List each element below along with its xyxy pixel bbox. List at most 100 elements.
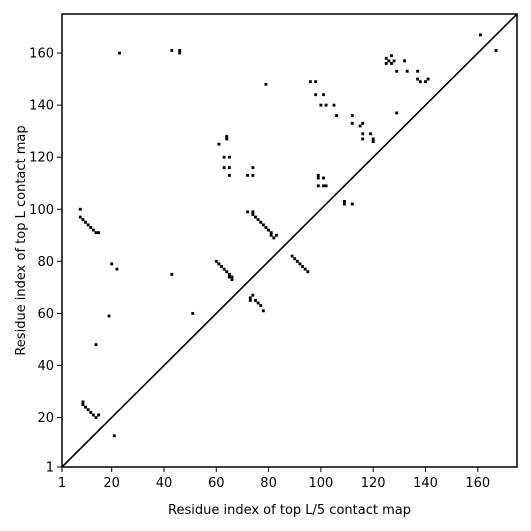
contact-point xyxy=(259,304,263,308)
contact-point xyxy=(384,56,388,60)
contact-point xyxy=(78,207,82,211)
contact-point xyxy=(267,228,271,232)
contact-point xyxy=(86,223,90,227)
diagonal-line xyxy=(61,13,518,468)
contact-point xyxy=(303,267,307,271)
contact-point xyxy=(107,314,111,318)
plot-frame xyxy=(61,13,518,468)
contact-point xyxy=(259,220,263,224)
contact-point xyxy=(332,103,336,107)
contact-point xyxy=(230,278,234,281)
contact-point xyxy=(261,309,265,313)
contact-point xyxy=(89,410,93,414)
contact-point xyxy=(358,124,362,128)
contact-point xyxy=(84,405,87,409)
contact-point xyxy=(110,262,114,266)
contact-point xyxy=(295,259,299,263)
contact-point xyxy=(214,259,218,263)
y-tick-label: 80 xyxy=(37,255,54,270)
contact-point xyxy=(390,54,393,58)
contact-point xyxy=(97,413,101,417)
contact-point xyxy=(91,228,95,232)
contact-point xyxy=(426,77,430,81)
x-axis-label: Residue index of top L/5 contact map xyxy=(168,503,411,518)
x-tick-label: 20 xyxy=(103,476,120,491)
contact-point xyxy=(418,80,422,84)
contact-point xyxy=(97,231,101,235)
contact-point xyxy=(416,69,420,73)
contact-point xyxy=(89,226,93,229)
contact-point xyxy=(403,59,406,63)
contact-point xyxy=(251,173,255,177)
y-axis-label: Residue index of top L contact map xyxy=(14,125,29,355)
contact-point xyxy=(178,49,182,52)
contact-point xyxy=(308,80,312,84)
contact-point xyxy=(246,173,250,177)
contact-point xyxy=(274,233,278,237)
contact-point xyxy=(254,298,257,302)
contact-point xyxy=(316,173,320,177)
contact-point xyxy=(306,270,310,274)
contact-point xyxy=(478,33,482,37)
contact-point xyxy=(384,62,388,65)
diagonal-layer xyxy=(61,13,518,468)
y-tick-label: 160 xyxy=(29,47,54,62)
contact-point xyxy=(424,80,427,84)
x-axis-ticks: 1 20 40 60 80 100 120 140 160 xyxy=(58,467,490,491)
contact-point xyxy=(387,59,391,63)
contact-point xyxy=(350,202,354,206)
contact-point xyxy=(342,200,346,203)
x-tick-label: 100 xyxy=(308,476,333,491)
contact-point xyxy=(94,343,98,347)
contact-point xyxy=(248,298,252,302)
contact-point xyxy=(86,408,90,412)
contact-point xyxy=(350,121,354,125)
contact-point xyxy=(369,132,373,136)
contact-point xyxy=(248,296,252,300)
contact-point xyxy=(361,137,365,141)
contact-point xyxy=(94,416,98,419)
contact-point xyxy=(251,166,255,170)
contact-point xyxy=(225,134,229,138)
y-tick-label: 120 xyxy=(29,151,54,166)
contact-point xyxy=(84,220,87,224)
contact-point xyxy=(225,270,229,274)
contact-point xyxy=(316,184,320,188)
contact-point xyxy=(227,155,231,159)
contact-point xyxy=(81,403,85,406)
contact-point xyxy=(405,69,409,73)
contact-point xyxy=(361,132,365,136)
y-tick-label: 100 xyxy=(29,203,54,218)
contact-point xyxy=(112,434,116,438)
contact-point xyxy=(230,275,234,279)
contact-point xyxy=(371,137,375,141)
contact-point xyxy=(269,231,273,235)
contact-point xyxy=(251,293,255,297)
contact-point xyxy=(322,176,325,180)
contact-point xyxy=(301,265,305,268)
x-tick-label: 1 xyxy=(58,476,66,491)
contact-point xyxy=(81,400,85,404)
contact-point xyxy=(395,111,399,115)
contact-point xyxy=(251,210,255,214)
x-tick-label: 40 xyxy=(156,476,173,491)
contact-point xyxy=(371,140,375,143)
contact-point xyxy=(416,77,420,81)
contact-point xyxy=(342,202,346,206)
contact-point xyxy=(290,254,294,258)
contact-point xyxy=(335,114,339,117)
contact-point xyxy=(222,166,226,170)
contact-point xyxy=(390,62,393,65)
contact-point xyxy=(256,301,260,305)
contact-point xyxy=(293,257,297,261)
contact-point xyxy=(217,142,221,146)
points-layer xyxy=(78,33,498,438)
contact-point xyxy=(220,265,223,268)
contact-point xyxy=(246,210,250,214)
contact-point xyxy=(350,114,354,117)
contact-point xyxy=(269,233,273,237)
contact-point xyxy=(222,155,226,159)
contact-point xyxy=(392,59,396,63)
contact-point xyxy=(170,272,174,276)
contact-point xyxy=(316,176,320,180)
